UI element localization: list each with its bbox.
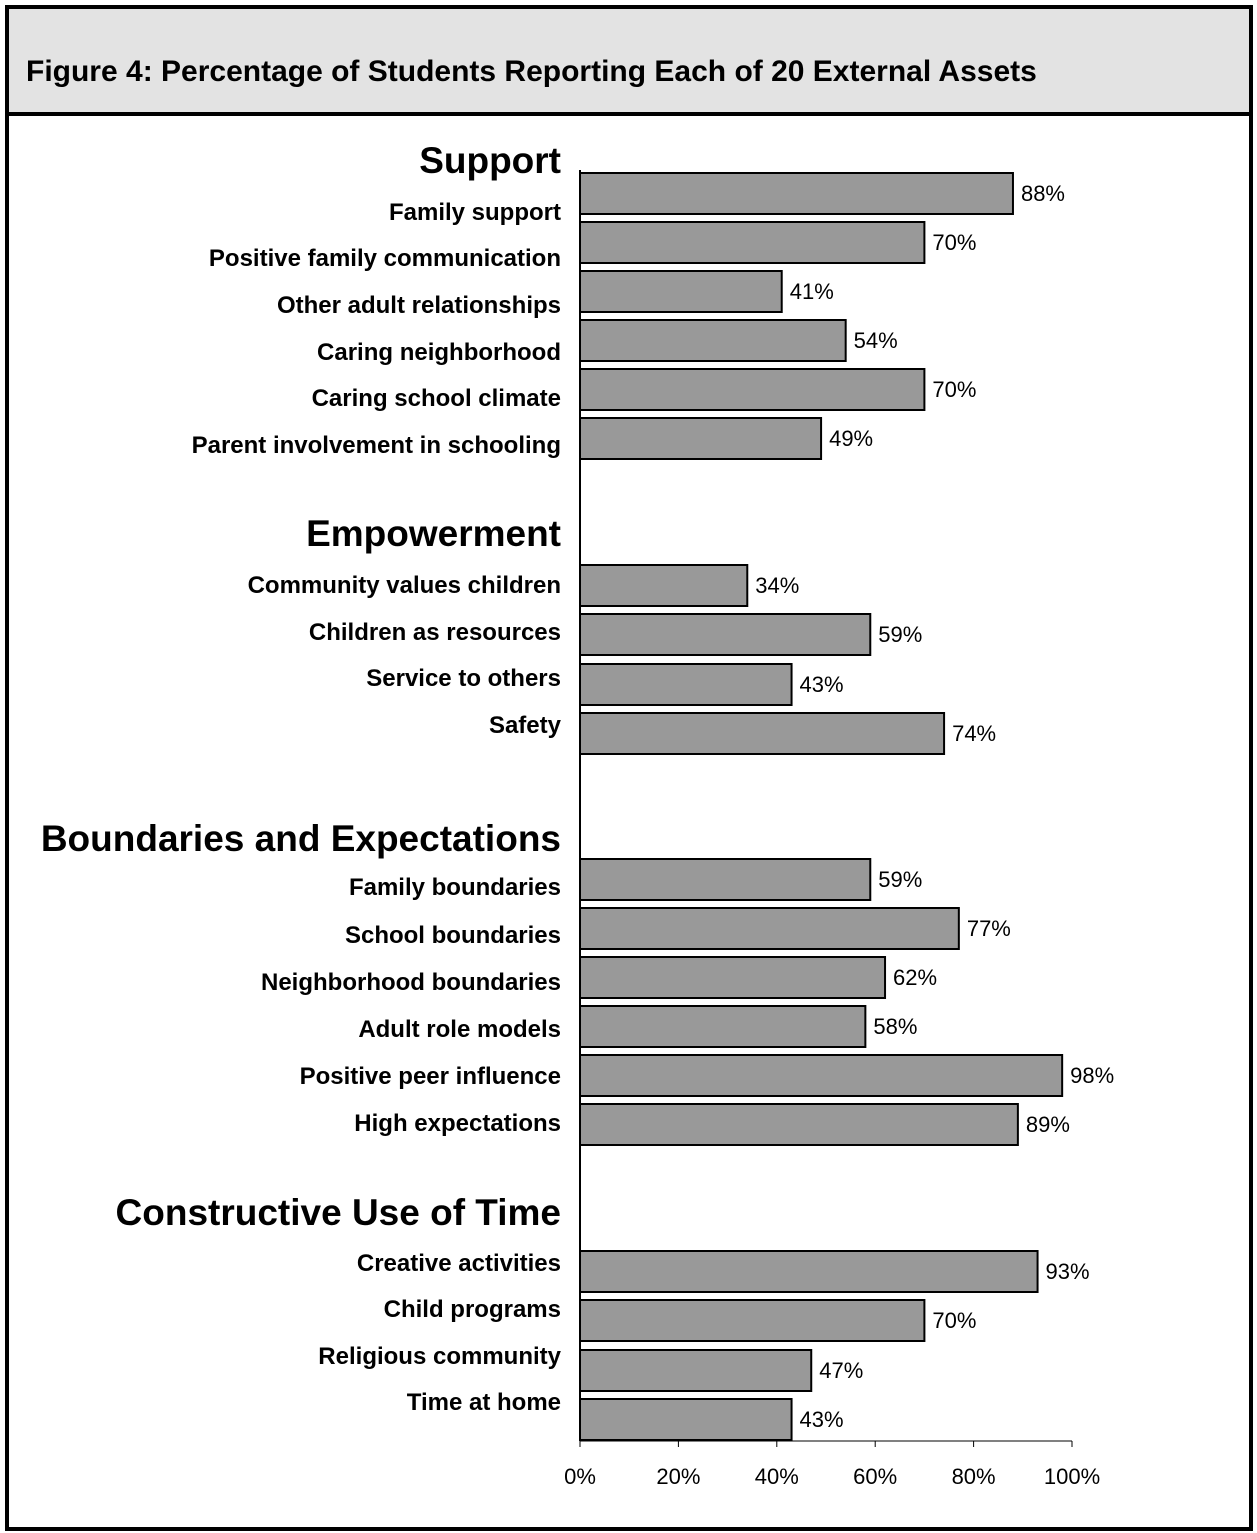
value-label: 43%	[800, 672, 844, 697]
bar	[579, 1054, 1064, 1097]
value-label: 58%	[873, 1014, 917, 1039]
value-label: 93%	[1046, 1259, 1090, 1284]
bar	[579, 1299, 926, 1342]
bar	[579, 1103, 1019, 1146]
bar	[579, 712, 946, 755]
value-label: 34%	[755, 573, 799, 598]
x-tick-label: 80%	[952, 1464, 996, 1489]
value-label: 70%	[932, 377, 976, 402]
category-label: Family support	[389, 199, 561, 226]
value-label: 77%	[967, 916, 1011, 941]
bar	[579, 368, 926, 411]
category-label: Safety	[489, 712, 562, 739]
bar	[579, 417, 823, 460]
category-label: Time at home	[407, 1389, 561, 1416]
value-label: 54%	[854, 328, 898, 353]
bar	[579, 1250, 1039, 1293]
category-label: High expectations	[354, 1110, 561, 1137]
value-label: 41%	[790, 279, 834, 304]
bar	[579, 1398, 793, 1441]
category-label: Religious community	[318, 1343, 561, 1370]
category-label: Community values children	[248, 572, 561, 599]
bar	[579, 564, 749, 607]
bar	[579, 270, 783, 313]
bar	[579, 172, 1014, 215]
bar	[579, 956, 887, 999]
bar-group: Empowerment Community values children 34% C…	[248, 513, 996, 755]
bar-group: Support Family support 88% Positive family …	[192, 140, 1065, 460]
group-heading: Boundaries and Expectations	[41, 818, 561, 859]
x-tick-label: 60%	[853, 1464, 897, 1489]
value-label: 47%	[819, 1358, 863, 1383]
x-tick-label: 40%	[755, 1464, 799, 1489]
category-label: Caring school climate	[312, 385, 561, 412]
bar	[579, 907, 960, 950]
category-label: Positive family communication	[209, 245, 561, 272]
figure-title: Figure 4: Percentage of Students Reporti…	[26, 55, 1037, 88]
value-label: 70%	[932, 1308, 976, 1333]
category-label: Positive peer influence	[300, 1063, 561, 1090]
category-label: School boundaries	[345, 922, 561, 949]
bar-group: Boundaries and Expectations Family bounda…	[41, 818, 1114, 1146]
value-label: 59%	[878, 622, 922, 647]
bar	[579, 1005, 867, 1048]
category-label: Children as resources	[309, 619, 561, 646]
category-label: Caring neighborhood	[317, 339, 561, 366]
bar	[579, 858, 872, 901]
bar	[579, 221, 926, 264]
category-label: Adult role models	[358, 1016, 561, 1043]
value-label: 59%	[878, 867, 922, 892]
group-heading: Empowerment	[306, 513, 561, 554]
category-label: Family boundaries	[349, 874, 561, 901]
bar-group: Constructive Use of Time Creative activit…	[116, 1192, 1090, 1441]
bar	[579, 1349, 813, 1392]
group-heading: Support	[419, 140, 561, 181]
category-label: Parent involvement in schooling	[192, 432, 561, 459]
bar	[579, 319, 847, 362]
value-label: 62%	[893, 965, 937, 990]
x-tick-label: 20%	[656, 1464, 700, 1489]
x-tick-label: 0%	[564, 1464, 596, 1489]
category-label: Other adult relationships	[277, 292, 561, 319]
group-heading: Constructive Use of Time	[116, 1192, 561, 1233]
x-axis: 0% 20% 40% 60% 80% 100%	[564, 170, 1100, 1489]
value-label: 98%	[1070, 1063, 1114, 1088]
value-label: 70%	[932, 230, 976, 255]
category-label: Service to others	[366, 665, 561, 692]
value-label: 74%	[952, 721, 996, 746]
figure-header: Figure 4: Percentage of Students Reporti…	[9, 9, 1249, 116]
value-label: 88%	[1021, 181, 1065, 206]
category-label: Creative activities	[357, 1250, 561, 1277]
category-label: Child programs	[384, 1296, 561, 1323]
bar	[579, 613, 872, 656]
value-label: 49%	[829, 426, 873, 451]
bar	[579, 663, 793, 706]
category-label: Neighborhood boundaries	[261, 969, 561, 996]
value-label: 89%	[1026, 1112, 1070, 1137]
x-tick-label: 100%	[1044, 1464, 1100, 1489]
value-label: 43%	[800, 1407, 844, 1432]
